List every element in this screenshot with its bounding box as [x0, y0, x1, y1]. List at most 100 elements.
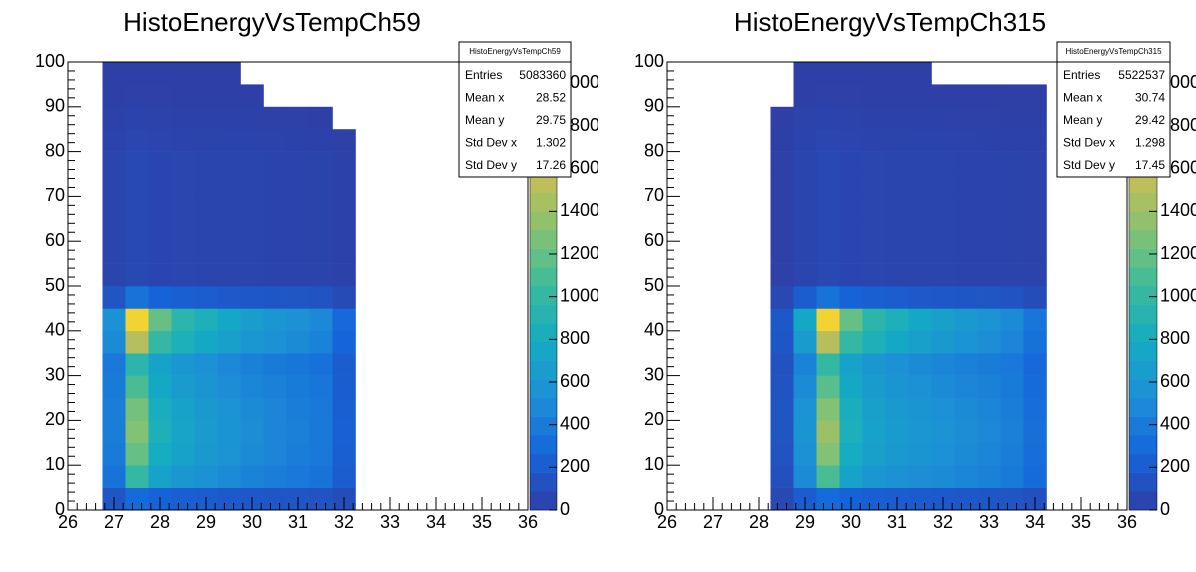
cell: [908, 106, 932, 130]
cell: [977, 330, 1001, 354]
cell: [148, 308, 172, 332]
cell: [171, 353, 195, 376]
cell: [793, 129, 817, 152]
cell: [793, 151, 817, 175]
cell: [148, 106, 172, 130]
cell: [286, 308, 310, 332]
stats-label: Mean x: [465, 91, 504, 105]
z-tick-label: 800: [1160, 328, 1190, 348]
cell: [171, 218, 195, 242]
stats-label: Mean y: [465, 113, 504, 127]
cell: [148, 420, 172, 444]
cell: [171, 196, 195, 220]
cell: [125, 174, 149, 197]
cell: [332, 196, 356, 220]
cell: [171, 375, 195, 399]
cell: [171, 151, 195, 175]
z-tick-label: 1400: [1160, 200, 1196, 220]
cell: [102, 151, 126, 175]
y-tick-label: 30: [45, 364, 65, 384]
palette-band: [1129, 360, 1157, 380]
cell: [954, 330, 978, 354]
cell: [931, 174, 955, 197]
cell: [816, 465, 840, 488]
cell: [977, 308, 1001, 332]
cell: [977, 129, 1001, 152]
stats-box: [1056, 41, 1171, 178]
cell: [816, 129, 840, 152]
cell: [908, 196, 932, 220]
cell: [793, 106, 817, 130]
cell: [977, 106, 1001, 130]
cell: [102, 62, 126, 85]
cell: [793, 398, 817, 421]
cell: [1000, 308, 1024, 332]
cell: [263, 196, 287, 220]
palette-band: [1129, 174, 1157, 193]
cell: [309, 398, 333, 421]
cell: [908, 487, 932, 511]
cell: [125, 442, 149, 466]
cell: [263, 151, 287, 175]
palette-band: [530, 491, 557, 511]
cell: [332, 263, 356, 287]
cell: [862, 353, 886, 376]
palette-band: [1129, 323, 1157, 343]
cell: [240, 218, 264, 242]
cell: [862, 420, 886, 444]
palette-band: [1129, 398, 1157, 417]
cell: [1023, 241, 1047, 264]
cell: [286, 420, 310, 444]
cell: [793, 174, 817, 197]
cell: [309, 353, 333, 376]
cell: [125, 353, 149, 376]
x-tick-label: 34: [426, 512, 446, 532]
cell: [309, 129, 333, 152]
cell: [217, 398, 241, 421]
cell: [171, 398, 195, 421]
cell: [309, 263, 333, 287]
palette-band: [1129, 211, 1157, 231]
cell: [263, 129, 287, 152]
cell: [931, 196, 955, 220]
cell: [1023, 353, 1047, 376]
cell: [286, 218, 310, 242]
cell: [770, 420, 794, 444]
cell: [286, 129, 310, 152]
cell: [816, 353, 840, 376]
cell: [793, 420, 817, 444]
cell: [1023, 398, 1047, 421]
cell: [931, 106, 955, 130]
cell: [125, 129, 149, 152]
cell: [171, 442, 195, 466]
cell: [885, 465, 909, 488]
x-tick-label: 33: [380, 512, 400, 532]
cell: [1023, 286, 1047, 309]
palette-band: [530, 435, 557, 455]
cell: [885, 442, 909, 466]
cell: [885, 196, 909, 220]
cell: [793, 465, 817, 488]
cell: [309, 286, 333, 309]
cell: [194, 241, 218, 264]
cell: [171, 84, 195, 108]
cell: [1023, 174, 1047, 197]
cell: [931, 375, 955, 399]
z-tick-label: 800: [560, 328, 590, 348]
cell: [194, 330, 218, 354]
cell: [217, 442, 241, 466]
cell: [309, 487, 333, 511]
x-tick-label: 28: [749, 512, 769, 532]
cell: [263, 398, 287, 421]
palette-band: [530, 342, 557, 361]
z-tick-label: 200: [560, 456, 590, 476]
cell: [977, 151, 1001, 175]
cell: [171, 308, 195, 332]
cell: [1000, 263, 1024, 287]
palette-band: [530, 286, 557, 305]
cell: [148, 129, 172, 152]
cell: [862, 330, 886, 354]
cell: [954, 106, 978, 130]
stats-label: Std Dev y: [1063, 158, 1115, 172]
cell: [954, 218, 978, 242]
